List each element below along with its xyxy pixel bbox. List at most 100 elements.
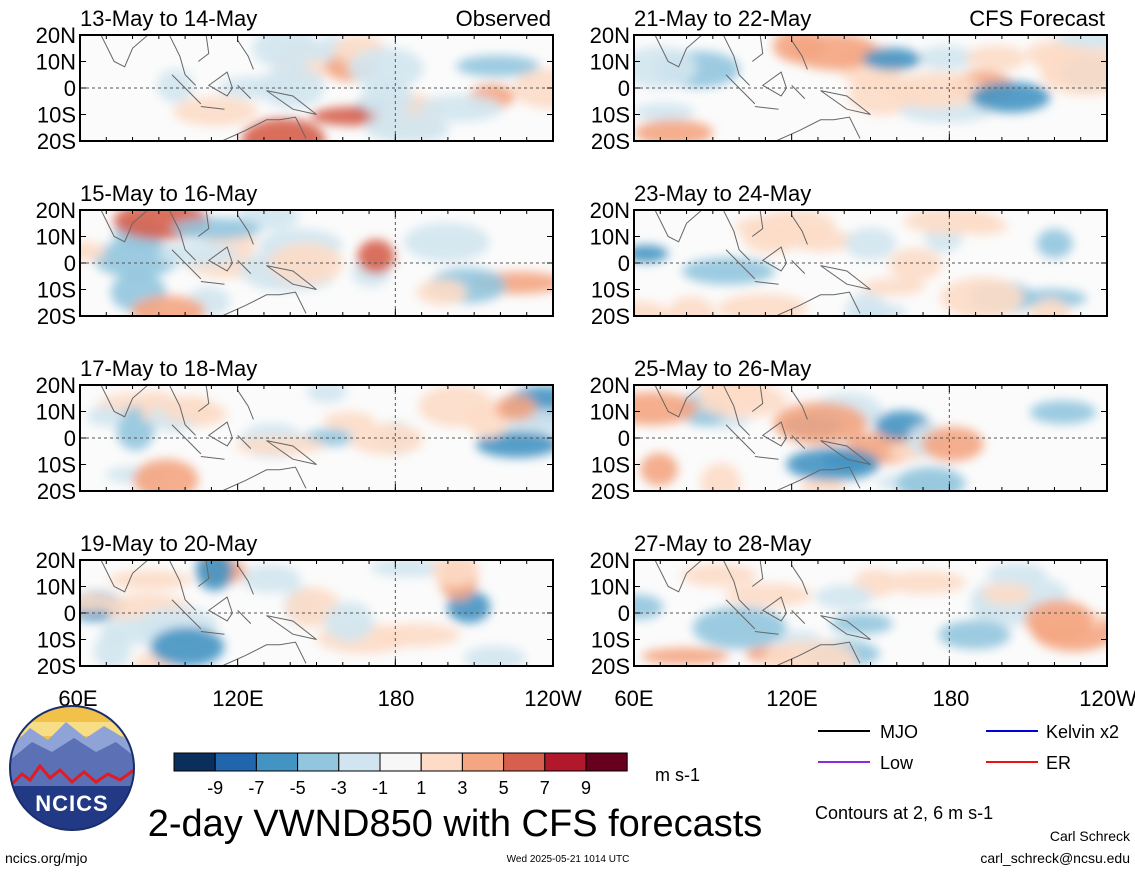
- anomaly-field: [634, 560, 1107, 666]
- y-tick-label: 10S: [37, 103, 76, 128]
- y-tick-label: 20N: [590, 198, 630, 223]
- colorbar-label: 1: [416, 778, 426, 798]
- y-tick-label: 20S: [591, 304, 630, 329]
- y-tick-label: 20S: [37, 479, 76, 504]
- y-tick-label: 10S: [591, 453, 630, 478]
- y-tick-label: 0: [618, 251, 630, 276]
- anomaly-blob: [156, 69, 194, 103]
- anomaly-blob: [786, 448, 880, 481]
- anomaly-blob: [241, 564, 301, 593]
- anomaly-blob: [986, 563, 1047, 585]
- y-tick-label: 20N: [36, 198, 76, 223]
- colorbar-label: -5: [290, 778, 306, 798]
- anomaly-blob: [1036, 228, 1073, 259]
- y-tick-label: 20N: [590, 548, 630, 573]
- anomaly-blob: [364, 112, 441, 141]
- panel-title: 13-May to 14-May: [80, 6, 257, 31]
- anomaly-blob: [773, 401, 868, 445]
- anomaly-blob: [416, 279, 468, 305]
- y-tick-label: 10N: [590, 400, 630, 425]
- anomaly-blob: [634, 391, 698, 426]
- anomaly-blob: [700, 462, 741, 491]
- anomaly-blob: [133, 458, 199, 491]
- anomaly-blob: [641, 647, 729, 665]
- anomaly-blob: [269, 242, 343, 285]
- anomaly-blob: [403, 222, 490, 262]
- anomaly-blob: [681, 257, 776, 285]
- y-tick-label: 20N: [590, 373, 630, 398]
- y-tick-label: 10S: [591, 103, 630, 128]
- y-tick-label: 20S: [37, 654, 76, 679]
- anomaly-blob: [982, 582, 1032, 606]
- anomaly-blob: [917, 45, 975, 70]
- anomaly-blob: [862, 47, 921, 71]
- anomaly-blob: [921, 426, 984, 462]
- anomaly-blob: [370, 560, 451, 578]
- anomaly-blob: [455, 55, 540, 77]
- anomaly-blob: [324, 601, 374, 642]
- colorbar-swatch: [420, 752, 463, 772]
- y-tick-label: 20N: [36, 548, 76, 573]
- anomaly-blob: [903, 210, 999, 235]
- legend-item-kelvin: Kelvin x2: [986, 722, 1119, 742]
- anomaly-blob: [357, 239, 395, 274]
- y-tick-label: 10S: [591, 628, 630, 653]
- y-tick-label: 10S: [591, 278, 630, 303]
- colorbar-swatch: [255, 752, 299, 772]
- anomaly-blob: [896, 466, 965, 491]
- y-tick-label: 20S: [591, 479, 630, 504]
- coastlines: [100, 560, 317, 666]
- anomaly-field: [634, 210, 1087, 316]
- y-tick-label: 20S: [37, 304, 76, 329]
- panel-source-tag: Observed: [456, 6, 551, 31]
- panel-source-tag: CFS Forecast: [969, 6, 1105, 31]
- anomaly-blob: [845, 227, 897, 260]
- y-tick-label: 10S: [37, 628, 76, 653]
- anomaly-blob: [259, 65, 325, 109]
- anomaly-blob: [80, 593, 117, 612]
- anomaly-blob: [1017, 289, 1087, 308]
- colorbar-label: 9: [581, 778, 591, 798]
- colorbar-label: -3: [331, 778, 347, 798]
- y-tick-label: 10S: [37, 453, 76, 478]
- footer-url: ncics.org/mjo: [5, 850, 88, 866]
- anomaly-blob: [80, 241, 106, 262]
- anomaly-field: [634, 385, 1097, 491]
- legend: MJO Kelvin x2 Low ER: [818, 722, 1119, 773]
- y-tick-label: 20N: [590, 23, 630, 48]
- y-tick-label: 10N: [590, 575, 630, 600]
- colorbar-swatch: [461, 752, 505, 772]
- anomaly-blob: [306, 385, 347, 403]
- panel-title: 17-May to 18-May: [80, 356, 257, 381]
- y-tick-label: 10N: [36, 225, 76, 250]
- colorbar-swatch: [585, 752, 628, 772]
- anomaly-blob: [888, 248, 943, 281]
- legend-label: Kelvin x2: [1046, 722, 1119, 742]
- anomaly-blob: [814, 584, 874, 610]
- legend-item-low: Low: [818, 753, 914, 773]
- x-tick-label: 120E: [212, 686, 263, 711]
- footer-email: carl_schreck@ncsu.edu: [980, 850, 1130, 866]
- colorbar-swatch: [173, 752, 216, 772]
- anomaly-blob: [463, 645, 526, 666]
- x-axis-right: 60E 120E 180 120W: [614, 686, 1135, 711]
- anomaly-blob: [158, 242, 238, 267]
- anomaly-blob: [762, 640, 857, 666]
- legend-label: MJO: [880, 722, 918, 742]
- x-axis-left: 60E 120E 180 120W: [58, 686, 582, 711]
- colorbar-label: -9: [207, 778, 223, 798]
- logo-text: NCICS: [35, 791, 108, 816]
- coastlines: [654, 385, 871, 491]
- anomaly-blob: [634, 119, 714, 141]
- coastlines: [654, 560, 871, 666]
- colorbar-label: 5: [499, 778, 509, 798]
- contour-note: Contours at 2, 6 m s-1: [815, 803, 993, 823]
- anomaly-blob: [830, 613, 893, 635]
- y-tick-label: 10N: [36, 400, 76, 425]
- y-tick-label: 0: [64, 76, 76, 101]
